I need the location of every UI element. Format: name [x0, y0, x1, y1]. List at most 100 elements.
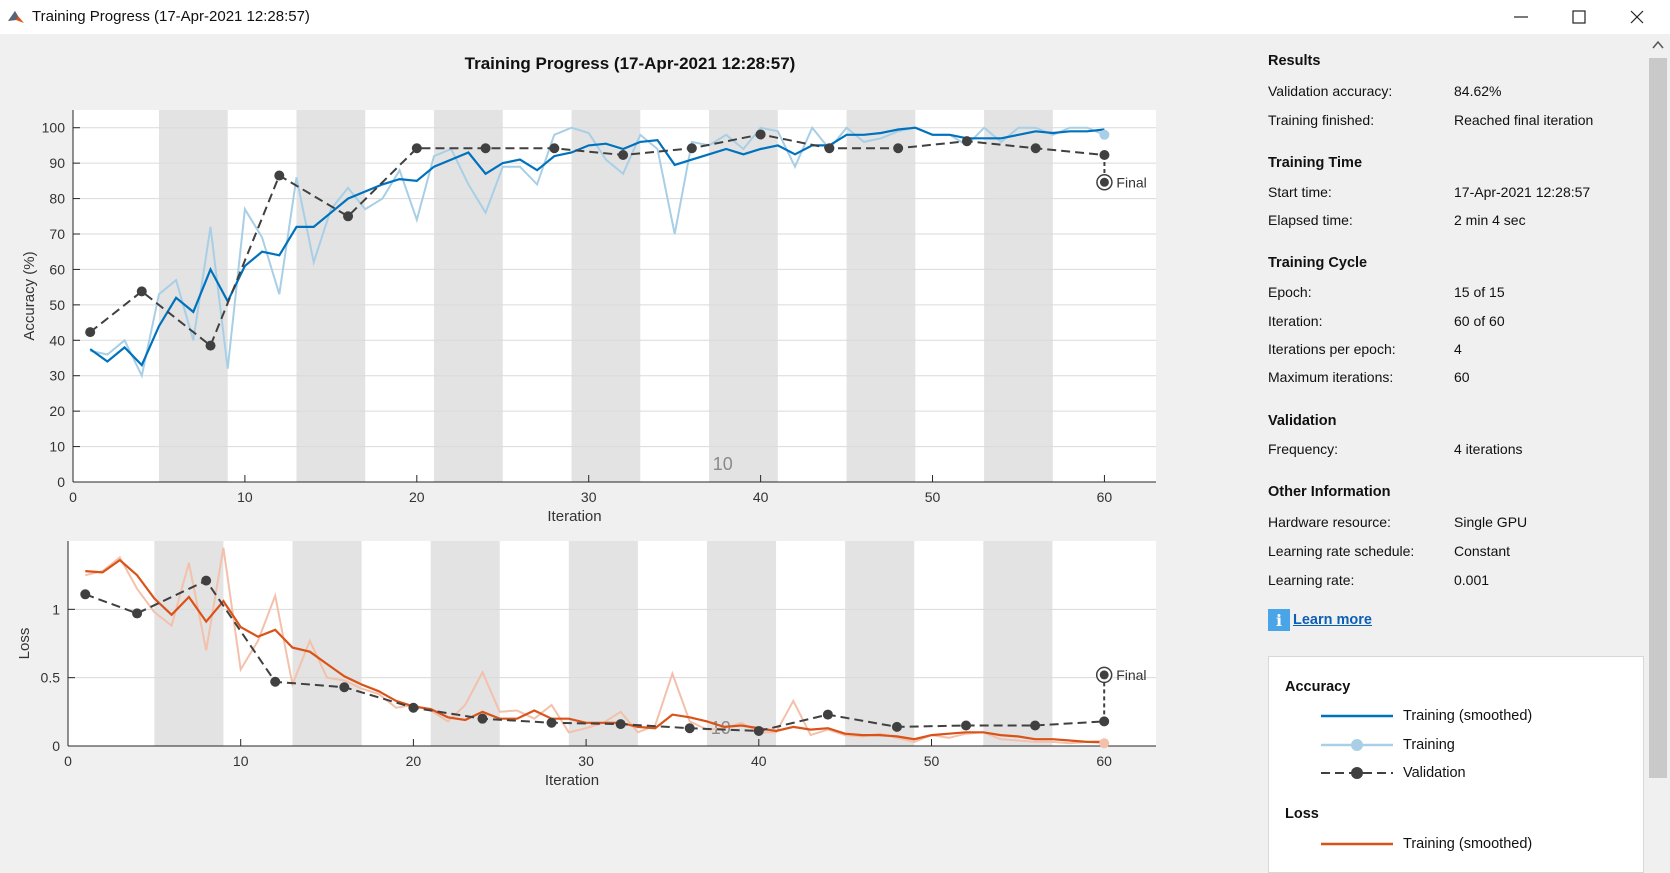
learning-rate-label: Learning rate:	[1268, 572, 1355, 588]
hardware-resource-label: Hardware resource:	[1268, 514, 1391, 530]
loss-validation-point-12	[891, 721, 902, 732]
plot-title: Training Progress (17-Apr-2021 12:28:57)	[464, 54, 796, 73]
accuracy-ytick-label-9: 90	[49, 155, 65, 171]
accuracy-training-last-point	[1099, 129, 1110, 140]
loss-validation-point-5	[408, 702, 419, 713]
loss-epoch-band-4	[706, 541, 777, 746]
accuracy-validation-point-6	[480, 143, 491, 154]
legend-loss-heading: Loss	[1285, 806, 1319, 822]
loss-epoch-band-1	[292, 541, 362, 746]
iterations-per-epoch-value: 4	[1454, 341, 1462, 357]
legend-accuracy-validation: Validation	[1321, 763, 1466, 783]
loss-epoch-band-5	[845, 541, 915, 746]
loss-ytick-label-1: 0.5	[41, 670, 61, 686]
accuracy-epoch-band-0	[158, 110, 228, 482]
legend-accuracy-training-swatch	[1321, 739, 1393, 751]
loss-validation-line	[84, 579, 1105, 733]
accuracy-ytick-label-5: 50	[49, 297, 65, 313]
results-heading: Results	[1268, 53, 1321, 69]
loss-xtick-label-0: 0	[64, 753, 72, 769]
accuracy-training-smoothed-line	[89, 126, 1105, 368]
loss-ytick-label-0: 0	[52, 738, 60, 754]
loss-xtick-label-2: 20	[406, 753, 422, 769]
legend-accuracy-smoothed-label: Training (smoothed)	[1403, 708, 1533, 724]
accuracy-validation-point-14	[1030, 143, 1041, 154]
accuracy-epoch-band-3	[571, 110, 641, 482]
start-time-value: 17-Apr-2021 12:28:57	[1454, 184, 1591, 200]
close-button[interactable]	[1608, 0, 1666, 34]
scrollbar-thumb[interactable]	[1649, 58, 1667, 778]
loss-validation-point-4	[339, 682, 350, 693]
iterations-per-epoch-label: Iterations per epoch:	[1268, 341, 1396, 357]
accuracy-ytick-label-1: 10	[49, 439, 65, 455]
loss-validation-point-6	[477, 713, 488, 724]
elapsed-time-value: 2 min 4 sec	[1454, 212, 1526, 228]
accuracy-ytick-label-10: 100	[42, 120, 66, 136]
other-information-heading: Other Information	[1268, 484, 1391, 500]
title-bar: Training Progress (17-Apr-2021 12:28:57)	[0, 0, 1670, 34]
accuracy-final-marker	[1099, 177, 1109, 187]
training-cycle-heading: Training Cycle	[1268, 255, 1368, 271]
scroll-up-arrow-icon[interactable]	[1650, 38, 1666, 52]
accuracy-xtick-label-3: 30	[581, 489, 597, 505]
maximize-icon	[1572, 10, 1586, 24]
legend-accuracy-smoothed-swatch	[1321, 714, 1393, 718]
loss-xlabel: Iteration	[545, 772, 599, 789]
close-icon	[1630, 10, 1644, 24]
loss-validation-point-11	[822, 709, 833, 720]
validation-accuracy-label: Validation accuracy:	[1268, 83, 1393, 99]
iteration-value: 60 of 60	[1454, 313, 1505, 329]
learning-rate-schedule-label: Learning rate schedule:	[1268, 543, 1415, 559]
start-time-label: Start time:	[1268, 184, 1332, 200]
accuracy-xtick-label-6: 60	[1097, 489, 1113, 505]
accuracy-ytick-label-7: 70	[49, 226, 65, 242]
loss-epoch-band-3	[568, 541, 638, 746]
legend-loss-smoothed-swatch	[1321, 842, 1393, 846]
accuracy-ytick-label-0: 0	[57, 474, 65, 490]
legend-accuracy-validation-swatch	[1321, 767, 1393, 779]
accuracy-ytick-label-3: 30	[49, 368, 65, 384]
loss-xtick-label-4: 40	[751, 753, 767, 769]
accuracy-final-label: Final	[1116, 174, 1146, 190]
loss-validation-point-0	[80, 589, 91, 600]
loss-validation-point-7	[546, 717, 557, 728]
accuracy-epoch-band-6	[984, 110, 1053, 482]
loss-validation-point-2	[201, 575, 212, 586]
epoch-value: 15 of 15	[1454, 284, 1505, 300]
info-icon: i	[1268, 609, 1290, 631]
accuracy-xtick-label-2: 20	[409, 489, 425, 505]
accuracy-validation-point-0	[85, 327, 96, 338]
loss-xtick-label-1: 10	[233, 753, 249, 769]
training-finished-value: Reached final iteration	[1454, 112, 1594, 128]
minimize-icon	[1514, 16, 1528, 18]
accuracy-validation-point-2	[205, 340, 216, 351]
loss-final-marker	[1099, 670, 1109, 680]
loss-epoch-band-0	[154, 541, 224, 746]
accuracy-validation-point-9	[686, 143, 697, 154]
accuracy-xlabel: Iteration	[547, 508, 601, 525]
accuracy-validation-point-13	[961, 136, 972, 147]
accuracy-xtick-label-1: 10	[237, 489, 253, 505]
accuracy-validation-point-12	[893, 143, 904, 154]
learn-more-link[interactable]: Learn more	[1293, 612, 1372, 628]
maximize-button[interactable]	[1550, 0, 1608, 34]
loss-xtick-label-3: 30	[578, 753, 594, 769]
validation-accuracy-value: 84.62%	[1454, 83, 1502, 99]
epoch-label: Epoch:	[1268, 284, 1312, 300]
legend-loss-smoothed-label: Training (smoothed)	[1403, 836, 1533, 852]
legend-accuracy-training: Training	[1321, 735, 1455, 755]
elapsed-time-label: Elapsed time:	[1268, 212, 1353, 228]
legend-accuracy-validation-label: Validation	[1403, 765, 1466, 781]
accuracy-ytick-label-2: 20	[49, 403, 65, 419]
accuracy-xtick-label-0: 0	[69, 489, 77, 505]
learning-rate-value: 0.001	[1454, 572, 1490, 588]
accuracy-validation-point-1	[136, 286, 147, 297]
learning-rate-schedule-value: Constant	[1454, 543, 1511, 559]
loss-xtick-label-6: 60	[1096, 753, 1112, 769]
minimize-button[interactable]	[1492, 0, 1550, 34]
loss-validation-point-10	[753, 725, 764, 736]
accuracy-validation-point-8	[618, 149, 629, 160]
accuracy-validation-point-4	[343, 211, 354, 222]
frequency-label: Frequency:	[1268, 441, 1339, 457]
